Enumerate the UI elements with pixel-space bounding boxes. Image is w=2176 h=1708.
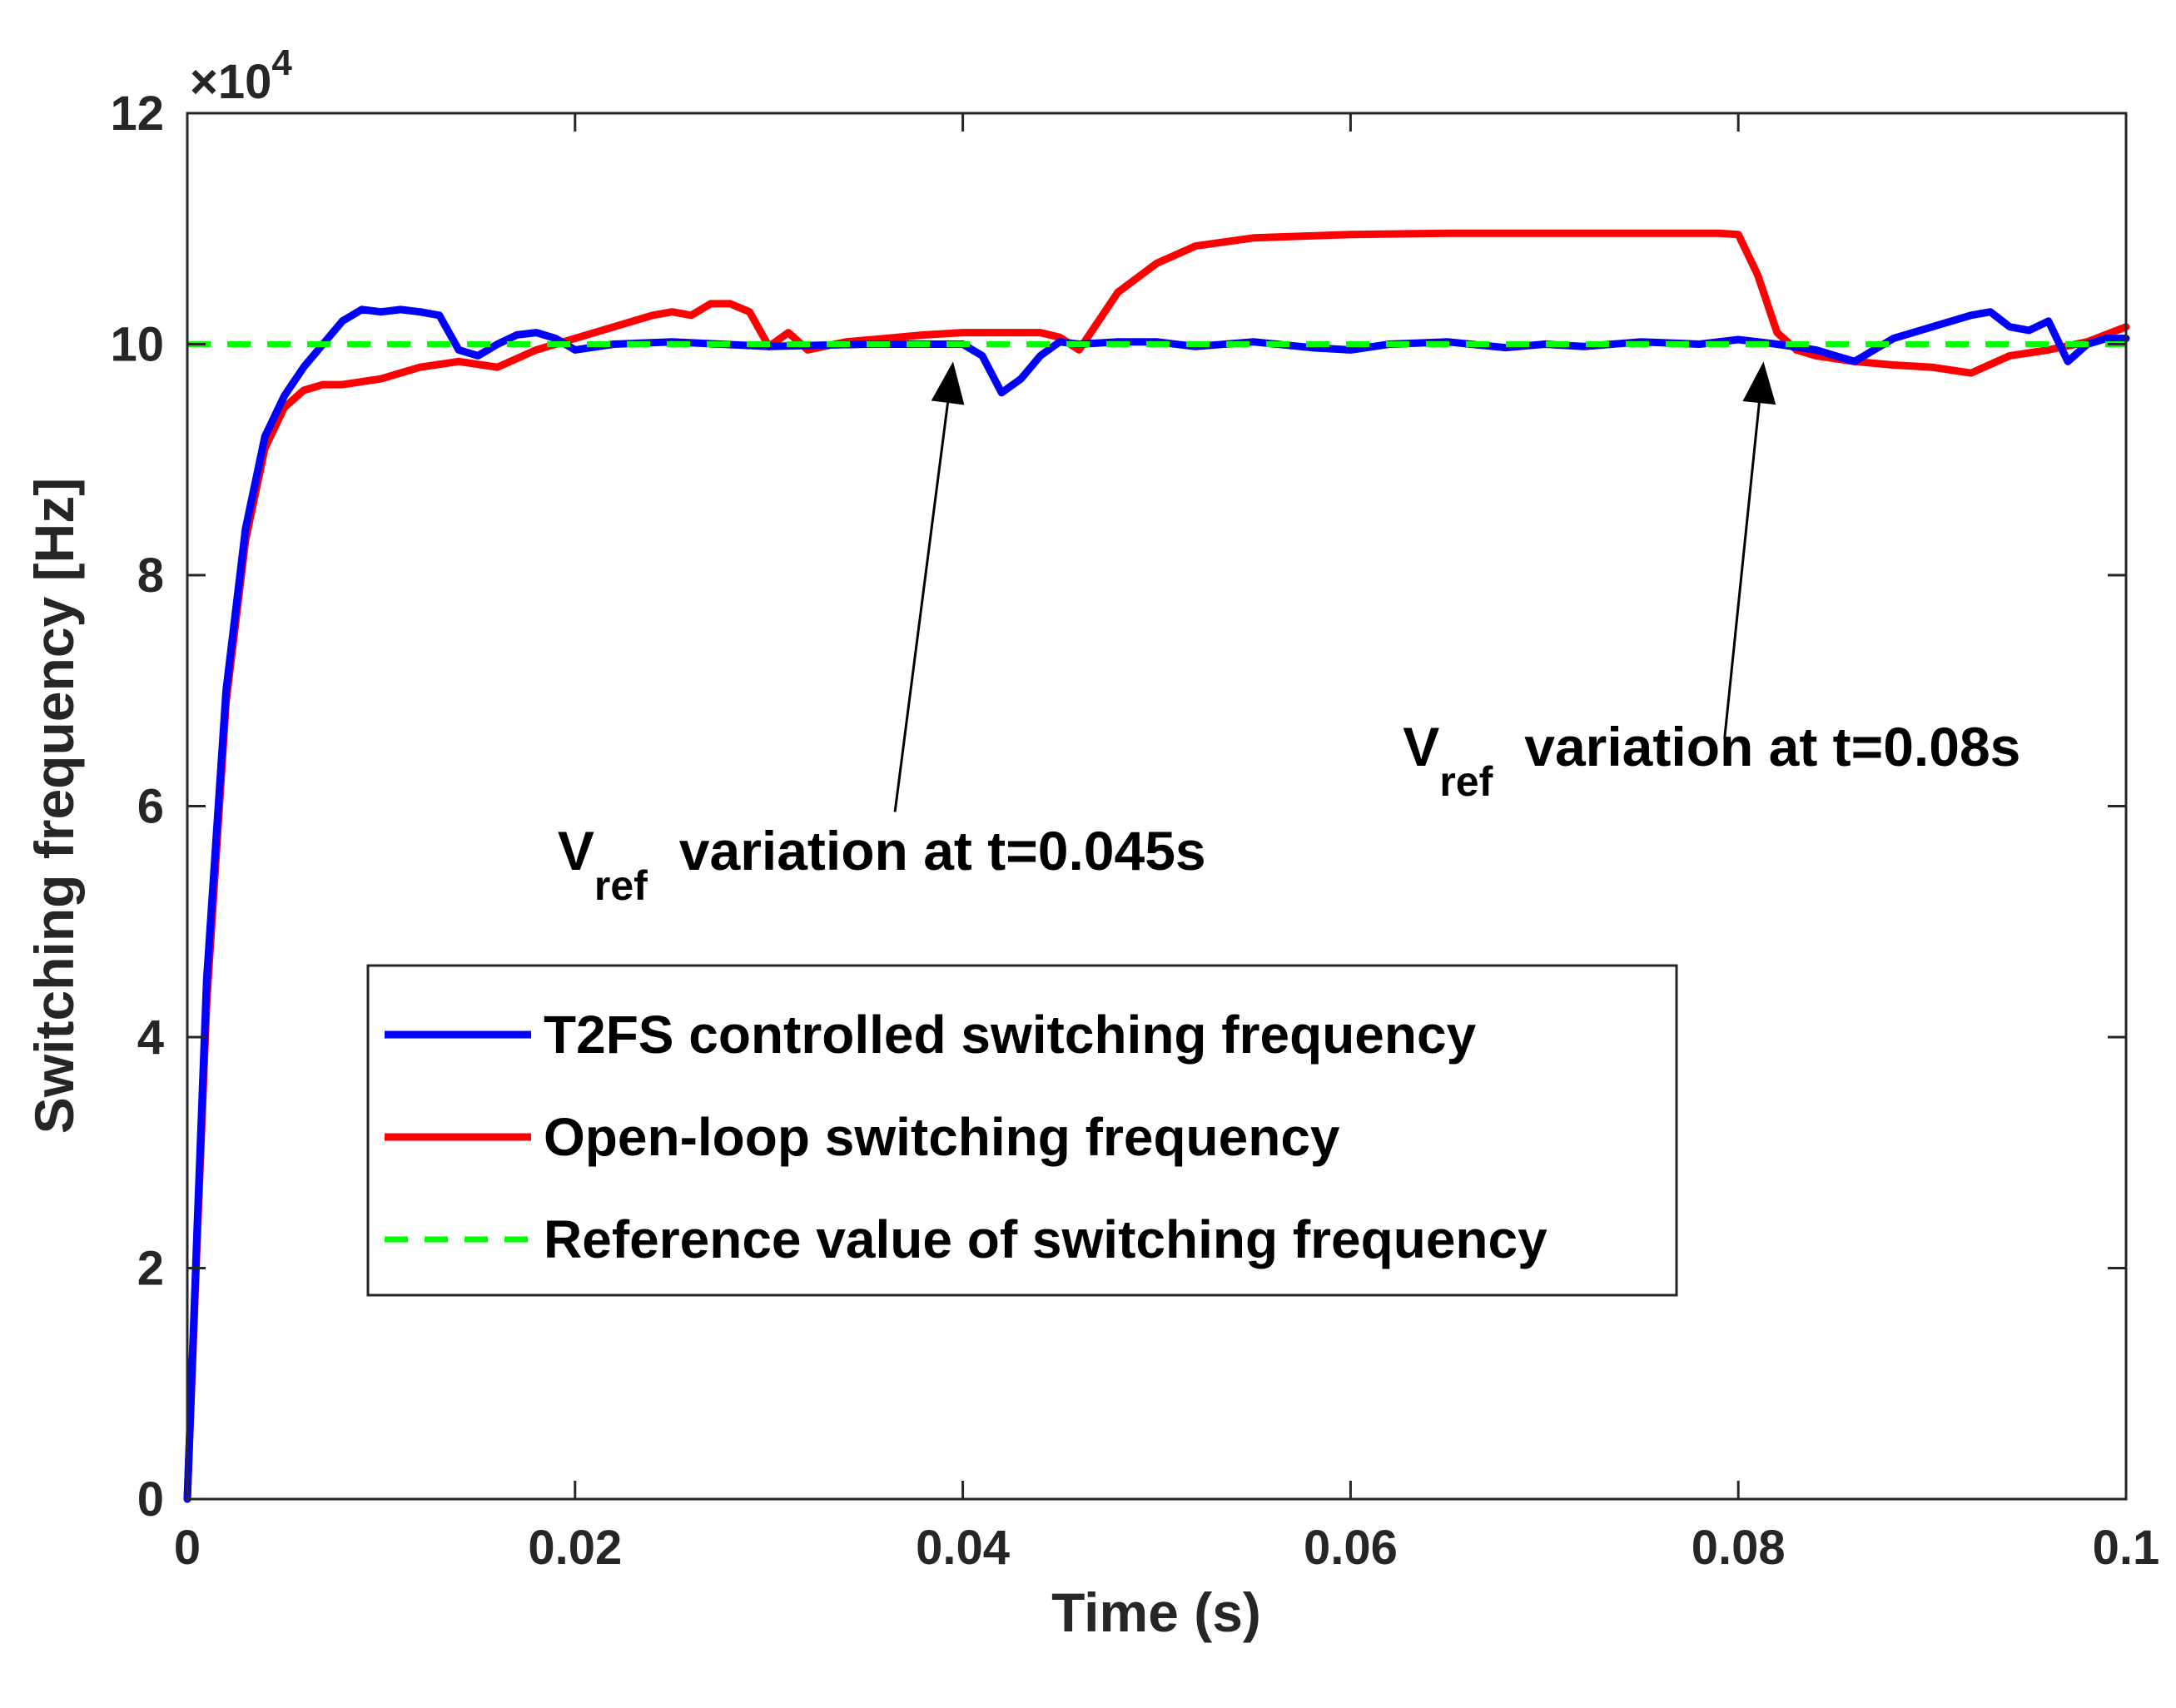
legend: T2FS controlled switching frequency Open-…	[366, 964, 1678, 1297]
y-tick-label: 2	[137, 1242, 164, 1296]
x-axis-label: Time (s)	[1051, 1581, 1261, 1643]
annotation-text: Vref variation at t=0.045s	[558, 820, 1206, 909]
y-tick-label: 4	[137, 1010, 164, 1065]
x-tick-label: 0.04	[916, 1521, 1010, 1575]
annotation-description: variation at t=0.045s	[679, 820, 1206, 881]
y-tick-label: 12	[110, 87, 164, 141]
y-tick-label: 6	[137, 780, 164, 834]
y-axis-multiplier-base: ×10	[190, 55, 271, 109]
x-tick-label: 0.1	[2093, 1521, 2160, 1575]
legend-label-3: Reference value of switching frequency	[544, 1209, 1548, 1269]
y-axis-multiplier-exponent: 4	[271, 42, 292, 83]
y-tick-label: 10	[110, 318, 164, 372]
x-tick-label: 0	[174, 1521, 201, 1575]
annotation-description: variation at t=0.08s	[1524, 716, 2020, 777]
series-layer	[183, 229, 2130, 1503]
annotation-arrow-head	[931, 361, 965, 405]
annotation-subscript: ref	[594, 862, 648, 909]
x-tick-label: 0.02	[528, 1521, 622, 1575]
x-tick-label: 0.06	[1304, 1521, 1398, 1575]
annotation-layer: Vref variation at t=0.045s Vref variation a…	[558, 361, 2020, 909]
annotation-arrow-shaft	[1723, 402, 1761, 737]
x-tick-label: 0.08	[1692, 1521, 1786, 1575]
annotation-variable: V	[1403, 716, 1439, 777]
legend-label-1: T2FS controlled switching frequency	[544, 1005, 1477, 1065]
annotation-subscript: ref	[1439, 758, 1493, 805]
annotation-variable: V	[558, 820, 594, 881]
annotation-text: Vref variation at t=0.08s	[1403, 716, 2020, 805]
legend-label-2: Open-loop switching frequency	[544, 1107, 1340, 1167]
legend-box	[366, 964, 1678, 1297]
y-tick-label: 8	[137, 549, 164, 603]
annotation-arrow-head	[1742, 361, 1776, 405]
annotation-arrow-shaft	[893, 402, 950, 812]
ticks-layer: 0 0.02 0.04 0.06 0.08 0.1 0 2 4 6 8 10 12	[110, 87, 2159, 1575]
y-tick-label: 0	[137, 1472, 164, 1527]
y-axis-label: Switching frequency [Hz]	[23, 478, 85, 1134]
y-axis-multiplier: ×104	[190, 42, 292, 109]
